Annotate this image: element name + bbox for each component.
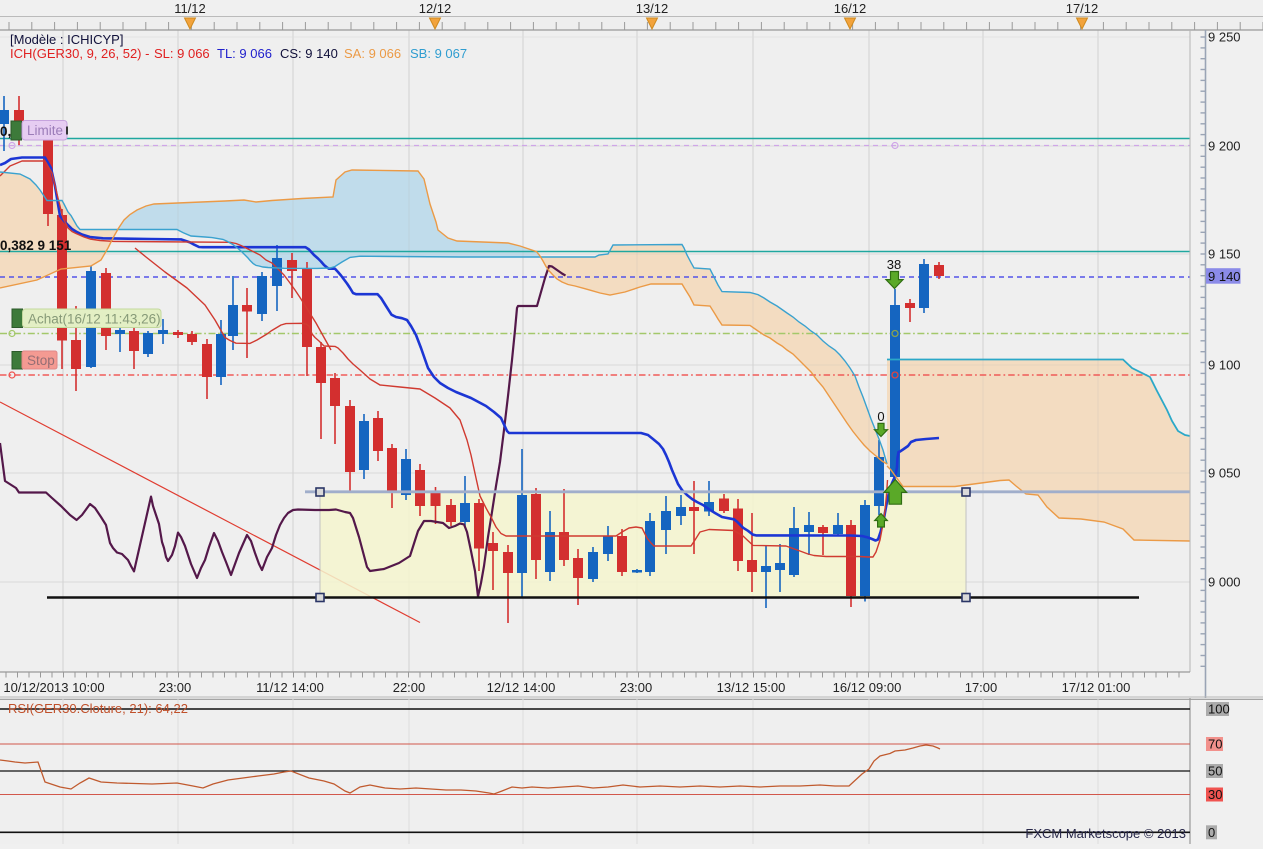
svg-text:TL: 9 066: TL: 9 066 — [217, 46, 272, 61]
svg-text:9 250: 9 250 — [1208, 30, 1241, 45]
svg-text:0: 0 — [877, 409, 884, 424]
svg-text:CS: 9 140: CS: 9 140 — [280, 46, 338, 61]
svg-text:0: 0 — [1208, 825, 1215, 840]
svg-text:50: 50 — [1208, 764, 1222, 779]
svg-text:SB: 9 067: SB: 9 067 — [410, 46, 467, 61]
svg-text:22:00: 22:00 — [393, 680, 426, 695]
svg-text:ICH(GER30, 9, 26, 52) -: ICH(GER30, 9, 26, 52) - — [10, 46, 149, 61]
svg-text:23:00: 23:00 — [620, 680, 653, 695]
svg-text:9 050: 9 050 — [1208, 466, 1241, 481]
svg-text:11/12 14:00: 11/12 14:00 — [256, 680, 324, 695]
svg-text:100: 100 — [1208, 702, 1230, 717]
svg-text:0,382 9 151: 0,382 9 151 — [0, 238, 72, 253]
svg-text:17/12 01:00: 17/12 01:00 — [1062, 680, 1131, 695]
svg-text:11/12: 11/12 — [174, 1, 206, 16]
svg-text:9 150: 9 150 — [1208, 247, 1241, 262]
svg-text:0,: 0, — [0, 124, 11, 139]
svg-text:23:00: 23:00 — [159, 680, 192, 695]
svg-text:9 100: 9 100 — [1208, 358, 1241, 373]
svg-text:[Modèle : ICHICYP]: [Modèle : ICHICYP] — [10, 32, 123, 47]
svg-text:17:00: 17:00 — [965, 680, 998, 695]
svg-text:9 140: 9 140 — [1208, 269, 1241, 284]
svg-text:Stop: Stop — [27, 353, 55, 368]
svg-text:12/12 14:00: 12/12 14:00 — [487, 680, 556, 695]
svg-text:30: 30 — [1208, 787, 1222, 802]
svg-text:38: 38 — [887, 257, 901, 272]
svg-text:9 200: 9 200 — [1208, 139, 1241, 154]
svg-text:12/12: 12/12 — [419, 1, 452, 16]
svg-text:9 000: 9 000 — [1208, 575, 1241, 590]
svg-text:FXCM Marketscope © 2013: FXCM Marketscope © 2013 — [1025, 826, 1186, 841]
svg-text:SA: 9 066: SA: 9 066 — [344, 46, 401, 61]
svg-text:SL: 9 066: SL: 9 066 — [154, 46, 210, 61]
svg-text:17/12: 17/12 — [1066, 1, 1099, 16]
svg-text:Achat(16/12 11:43,26): Achat(16/12 11:43,26) — [28, 312, 161, 327]
svg-text:10/12/2013 10:00: 10/12/2013 10:00 — [3, 680, 104, 695]
svg-text:13/12: 13/12 — [636, 1, 669, 16]
svg-text:Limite: Limite — [27, 123, 63, 138]
svg-text:70: 70 — [1208, 737, 1222, 752]
svg-text:16/12 09:00: 16/12 09:00 — [833, 680, 902, 695]
svg-text:16/12: 16/12 — [834, 1, 867, 16]
svg-text:13/12 15:00: 13/12 15:00 — [717, 680, 786, 695]
svg-text:RSI(GER30.Cloture, 21): 64,22: RSI(GER30.Cloture, 21): 64,22 — [8, 701, 188, 716]
